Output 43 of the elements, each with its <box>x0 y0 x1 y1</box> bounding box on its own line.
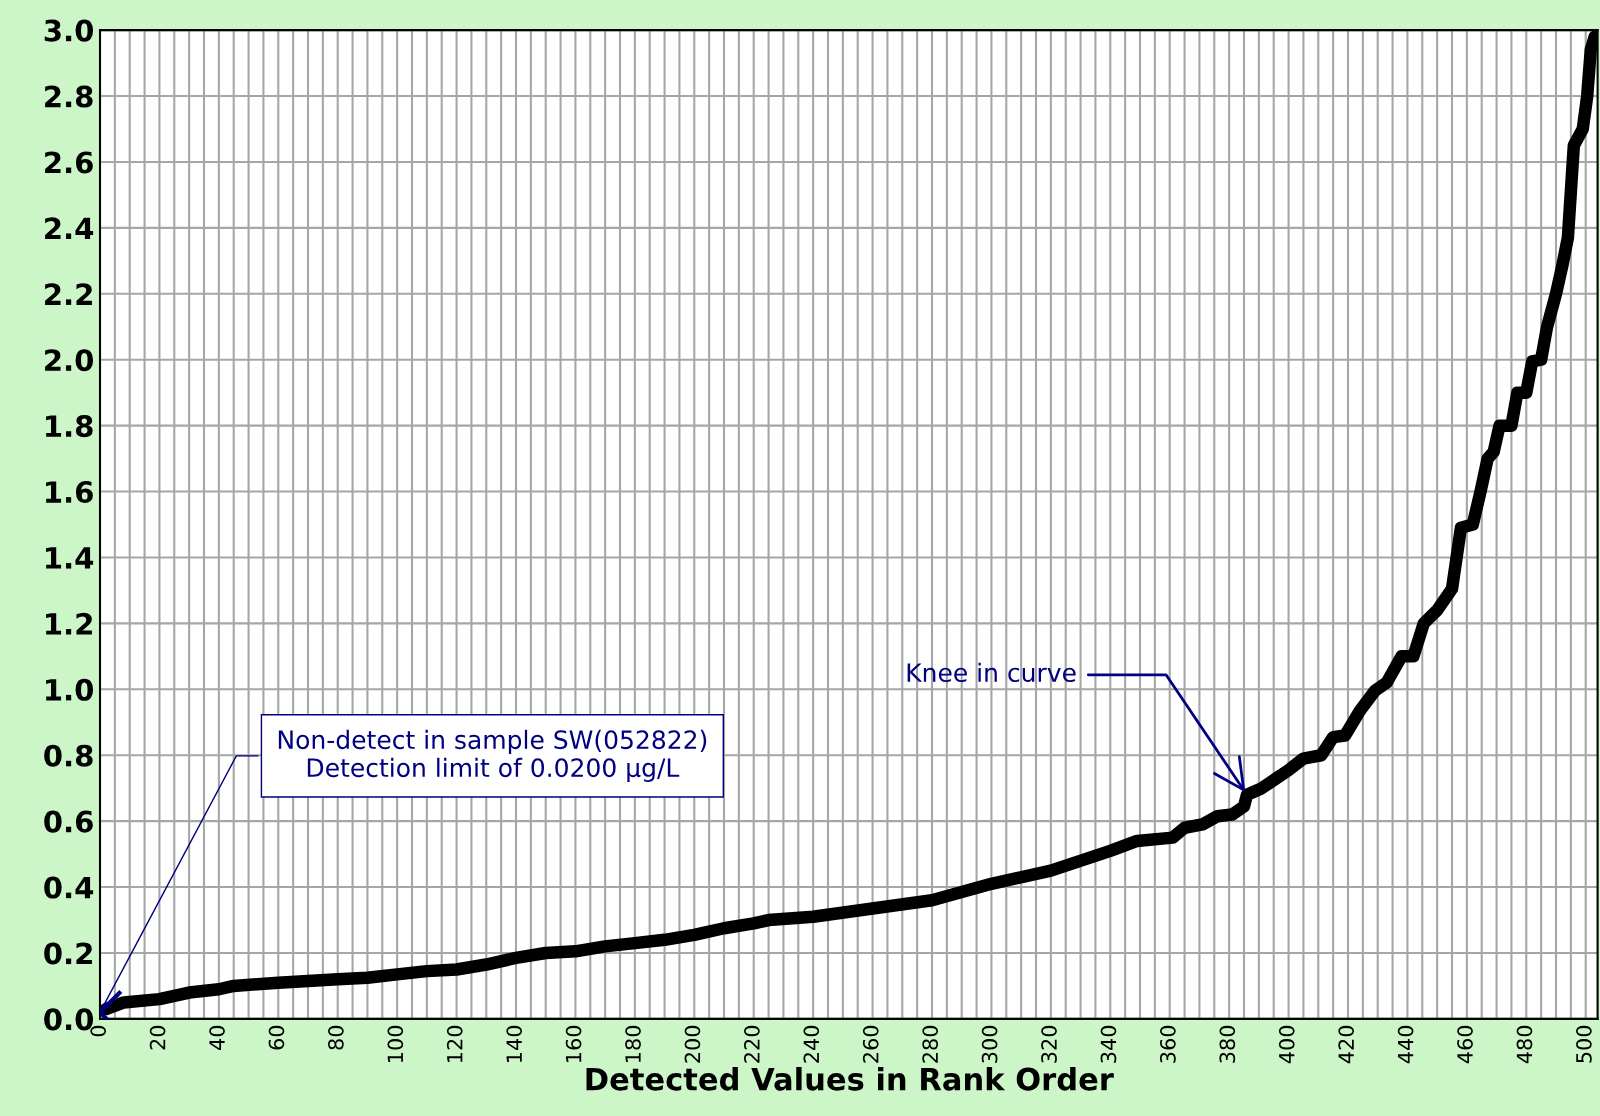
x-tick-label: 360 <box>1160 1025 1176 1063</box>
x-tick-label: 180 <box>625 1025 641 1062</box>
x-tick-label: 40 <box>209 1025 225 1050</box>
y-tick-label: 2.4 <box>45 217 94 239</box>
x-tick-label: 160 <box>565 1025 582 1062</box>
x-tick-label: 500 <box>1576 1025 1592 1063</box>
x-tick-label: 240 <box>803 1025 820 1063</box>
y-tick-label: 2.6 <box>45 151 93 174</box>
y-tick-label: 1.2 <box>46 612 92 635</box>
x-tick-label: 340 <box>1100 1025 1117 1063</box>
y-tick-label: 0.6 <box>44 810 93 833</box>
y-tick-label: 1.6 <box>46 481 93 504</box>
x-tick-label: 20 <box>149 1025 166 1050</box>
x-tick-label: 220 <box>744 1025 760 1063</box>
x-tick-label: 140 <box>506 1025 523 1062</box>
y-tick-label: 0.8 <box>44 744 93 767</box>
y-tick-label: 0.2 <box>44 942 92 965</box>
y-tick-label: 2.0 <box>45 349 94 372</box>
x-tick-label: 100 <box>387 1025 404 1062</box>
x-axis-title: Detected Values in Rank Order <box>586 1067 1114 1091</box>
y-tick-label: 3.0 <box>44 19 94 42</box>
x-tick-label: 80 <box>328 1025 344 1050</box>
x-tick-label: 60 <box>268 1025 285 1050</box>
x-tick-label: 440 <box>1397 1025 1414 1064</box>
annotation: Knee in curve <box>907 662 1076 683</box>
y-tick-label: 1.8 <box>46 415 93 438</box>
x-tick-label: 420 <box>1338 1025 1355 1064</box>
x-tick-label: 320 <box>1041 1025 1057 1063</box>
x-tick-label: 120 <box>446 1025 463 1062</box>
x-tick-label: 300 <box>981 1025 998 1063</box>
x-tick-label: 280 <box>922 1025 939 1063</box>
y-tick-label: 0.4 <box>44 876 94 899</box>
x-tick-label: 480 <box>1516 1025 1533 1064</box>
x-tick-label: 460 <box>1457 1025 1473 1064</box>
x-tick-label: 380 <box>1219 1025 1236 1063</box>
y-tick-label: 2.8 <box>45 85 93 108</box>
x-tick-label: 400 <box>1278 1025 1295 1064</box>
y-tick-label: 1.4 <box>46 547 94 569</box>
annotation: Non-detect in sample SW(052822) Detection limit of 0.0200 µg/L <box>278 729 707 782</box>
y-tick-label: 1.0 <box>46 678 94 701</box>
x-tick-label: 200 <box>684 1025 701 1063</box>
x-tick-label: 260 <box>862 1025 879 1063</box>
y-tick-label: 2.2 <box>45 283 92 305</box>
